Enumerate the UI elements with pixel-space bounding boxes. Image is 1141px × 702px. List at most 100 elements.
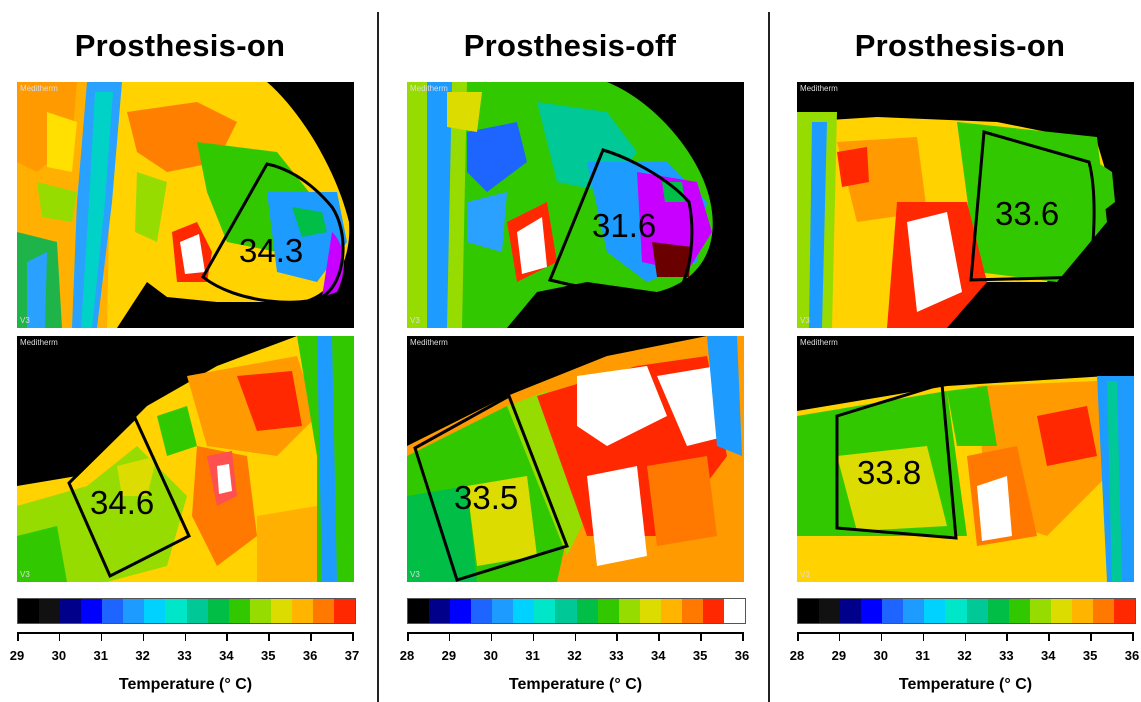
scale-tick-label: 30: [52, 648, 66, 663]
scale-swatch: [271, 599, 292, 623]
scale-tick: [101, 632, 103, 641]
scale-swatch: [408, 599, 429, 623]
scale-swatch: [1030, 599, 1051, 623]
scale-swatch: [577, 599, 598, 623]
scale-swatch: [861, 599, 882, 623]
camera-brand-label: Meditherm: [410, 338, 448, 347]
scale-tick: [407, 632, 409, 641]
scale-swatch: [903, 599, 924, 623]
scale-swatch: [250, 599, 271, 623]
scale-swatch: [60, 599, 81, 623]
scale-axis-title: Temperature (° C): [797, 676, 1134, 694]
scale-swatch: [334, 599, 355, 623]
scale-swatch: [988, 599, 1009, 623]
thermogram-top: Meditherm V3 34.3: [17, 82, 354, 328]
scale-swatch: [534, 599, 555, 623]
panel-title: Prosthesis-on: [0, 28, 360, 64]
color-scale: [797, 598, 1136, 624]
scale-tick-label: 34: [651, 648, 665, 663]
scale-tick: [1090, 632, 1092, 641]
camera-brand-label: Meditherm: [410, 84, 448, 93]
temperature-reading: 33.6: [995, 195, 1059, 233]
camera-view-label: V3: [410, 316, 420, 325]
scale-tick-label: 33: [177, 648, 191, 663]
camera-brand-label: Meditherm: [800, 338, 838, 347]
scale-tick: [1132, 632, 1134, 641]
scale-swatch: [18, 599, 39, 623]
scale-tick: [797, 632, 799, 641]
scale-swatch: [703, 599, 724, 623]
scale-tick-label: 36: [735, 648, 749, 663]
roi-outline: [17, 336, 354, 582]
scale-tick-label: 29: [442, 648, 456, 663]
temperature-reading: 34.3: [239, 232, 303, 270]
scale-swatch: [313, 599, 334, 623]
temperature-reading: 34.6: [90, 484, 154, 522]
roi-outline: [17, 82, 354, 328]
scale-tick: [491, 632, 493, 641]
scale-tick-label: 34: [1041, 648, 1055, 663]
scale-tick-label: 35: [261, 648, 275, 663]
scale-swatch: [840, 599, 861, 623]
thermogram-bottom: Meditherm V3 34.6: [17, 336, 354, 582]
scale-axis-title: Temperature (° C): [17, 676, 354, 694]
scale-swatch: [882, 599, 903, 623]
scale-tick-label: 31: [525, 648, 539, 663]
camera-brand-label: Meditherm: [800, 84, 838, 93]
scale-tick: [700, 632, 702, 641]
scale-tick: [658, 632, 660, 641]
scale-tick: [449, 632, 451, 641]
scale-axis-title: Temperature (° C): [407, 676, 744, 694]
scale-tick: [742, 632, 744, 641]
scale-swatch: [619, 599, 640, 623]
panel-divider-1: [377, 12, 379, 702]
scale-swatch: [208, 599, 229, 623]
scale-swatch: [471, 599, 492, 623]
scale-tick-label: 34: [219, 648, 233, 663]
scale-tick-label: 37: [345, 648, 359, 663]
scale-swatch: [1009, 599, 1030, 623]
scale-swatch: [123, 599, 144, 623]
scale-swatch: [945, 599, 966, 623]
scale-tick-label: 32: [135, 648, 149, 663]
scale-tick: [59, 632, 61, 641]
roi-outline: [797, 82, 1134, 328]
scale-swatch: [1114, 599, 1135, 623]
temperature-reading: 33.8: [857, 454, 921, 492]
scale-tick-label: 36: [303, 648, 317, 663]
camera-view-label: V3: [20, 316, 30, 325]
scale-tick: [575, 632, 577, 641]
scale-tick-label: 31: [94, 648, 108, 663]
scale-tick: [965, 632, 967, 641]
camera-brand-label: Meditherm: [20, 338, 58, 347]
scale-tick-label: 30: [484, 648, 498, 663]
camera-view-label: V3: [20, 570, 30, 579]
color-scale: [17, 598, 356, 624]
scale-swatch: [967, 599, 988, 623]
scale-tick: [881, 632, 883, 641]
scale-tick-label: 29: [832, 648, 846, 663]
scale-swatch: [598, 599, 619, 623]
scale-axis: 29 30 31 32 33 34 35 36 37: [17, 632, 354, 662]
scale-swatch: [144, 599, 165, 623]
camera-brand-label: Meditherm: [20, 84, 58, 93]
scale-swatch: [724, 599, 745, 623]
scale-swatch: [81, 599, 102, 623]
scale-tick: [533, 632, 535, 641]
scale-swatch: [798, 599, 819, 623]
scale-tick-label: 30: [874, 648, 888, 663]
scale-swatch: [492, 599, 513, 623]
panel-title: Prosthesis-on: [780, 28, 1140, 64]
scale-tick: [1006, 632, 1008, 641]
scale-swatch: [1093, 599, 1114, 623]
scale-tick-label: 33: [999, 648, 1013, 663]
scale-tick-label: 28: [790, 648, 804, 663]
scale-swatch: [640, 599, 661, 623]
scale-swatch: [429, 599, 450, 623]
scale-swatch: [924, 599, 945, 623]
temperature-reading: 31.6: [592, 207, 656, 245]
scale-axis: 28 29 30 31 32 33 34 35 36: [407, 632, 744, 662]
scale-tick: [1048, 632, 1050, 641]
roi-outline: [407, 82, 744, 328]
roi-outline: [797, 336, 1134, 582]
